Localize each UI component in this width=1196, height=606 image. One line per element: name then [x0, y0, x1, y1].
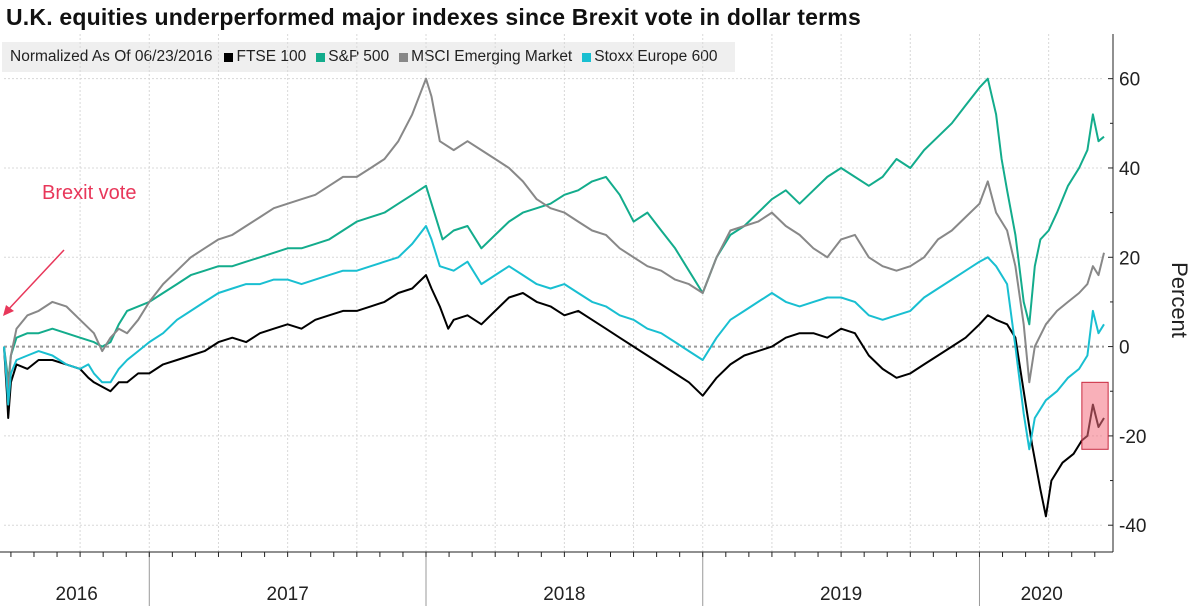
- series-line-stoxx-europe-600: [3, 225, 1105, 451]
- y-tick-label: 0: [1119, 338, 1130, 359]
- legend-label-stoxx: Stoxx Europe 600: [594, 48, 718, 65]
- y-tick-label: 40: [1119, 159, 1140, 180]
- legend-swatch-stoxx: [582, 52, 592, 62]
- series-line-s-p-500: [3, 77, 1105, 384]
- brexit-arrowhead: [3, 305, 14, 316]
- legend-label-sp500: S&P 500: [328, 48, 390, 65]
- series-line-ftse-100: [3, 274, 1105, 518]
- x-year-label: 2018: [543, 584, 585, 605]
- chart-title: U.K. equities underperformed major index…: [6, 4, 861, 30]
- x-year-label: 2020: [1021, 584, 1063, 605]
- highlight-box: [1081, 381, 1109, 450]
- y-tick-label: -40: [1119, 516, 1146, 537]
- legend: Normalized As Of 06/23/2016 FTSE 100 S&P…: [2, 42, 736, 72]
- y-tick-label: -20: [1119, 427, 1146, 448]
- x-year-label: 2017: [267, 584, 309, 605]
- legend-swatch-ftse: [224, 52, 234, 62]
- legend-label-ftse: FTSE 100: [236, 48, 307, 65]
- y-tick-label: 60: [1119, 70, 1140, 91]
- legend-note: Normalized As Of 06/23/2016: [10, 48, 213, 65]
- legend-swatch-sp500: [316, 52, 326, 62]
- legend-item-msci-em: MSCI Emerging Market: [399, 48, 572, 66]
- brexit-vote-annotation: Brexit vote: [42, 182, 137, 204]
- legend-item-stoxx: Stoxx Europe 600: [582, 48, 717, 66]
- y-axis-label: Percent: [1167, 262, 1192, 338]
- legend-item-ftse: FTSE 100: [224, 48, 306, 66]
- x-year-label: 2016: [56, 584, 98, 605]
- legend-label-msci-em: MSCI Emerging Market: [411, 48, 573, 65]
- series-line-msci-emerging-market: [3, 77, 1105, 393]
- legend-item-sp500: S&P 500: [316, 48, 389, 66]
- brexit-arrow: [5, 249, 65, 313]
- legend-swatch-msci-em: [399, 52, 409, 62]
- x-year-label: 2019: [820, 584, 862, 605]
- y-tick-label: 20: [1119, 248, 1140, 269]
